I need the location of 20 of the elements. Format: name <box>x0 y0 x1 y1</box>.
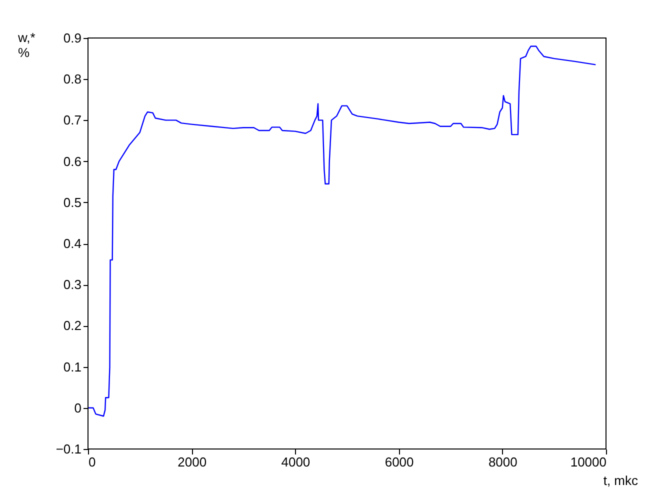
y-tick-label: 0.5 <box>63 194 82 210</box>
line-series <box>87 46 596 417</box>
y-tick-label: 0.2 <box>63 318 82 334</box>
x-tick-label: 6000 <box>384 454 414 470</box>
y-tick-label: 0.8 <box>63 72 82 87</box>
x-tick-label: 8000 <box>488 454 518 470</box>
x-tick-label: 2000 <box>178 454 207 470</box>
y-tick-label: −0.1 <box>56 442 82 456</box>
y-axis-title: w,* % <box>17 30 36 60</box>
y-tick-label: 0.9 <box>63 30 82 46</box>
y-tick-label: 0.7 <box>63 112 82 128</box>
y-tick-label: 0.3 <box>63 277 82 292</box>
y-tick-label: 0 <box>74 400 82 416</box>
x-tick-label: 0 <box>88 454 96 470</box>
x-tick-label: 10000 <box>570 454 606 470</box>
x-tick-label: 4000 <box>281 454 310 470</box>
y-tick-label: 0.6 <box>63 154 82 169</box>
x-axis-title: t, mkc <box>603 473 638 488</box>
y-tick-label: 0.1 <box>63 359 82 374</box>
y-tick-label: 0.4 <box>63 236 82 251</box>
